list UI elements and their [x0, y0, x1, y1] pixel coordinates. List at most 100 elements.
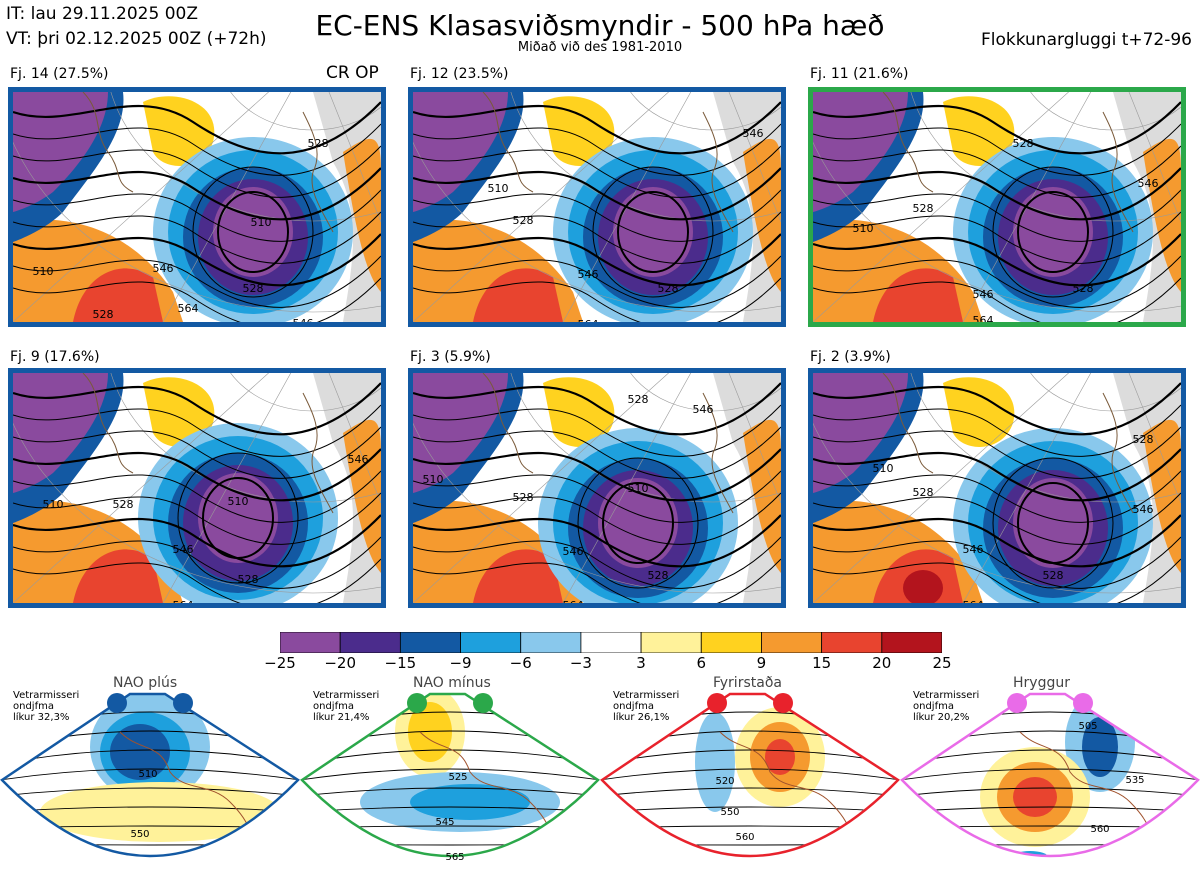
regime-diagram: 520 550 560	[600, 672, 900, 871]
cluster-map: 510 528 546 564 510 528 546 528	[408, 368, 786, 608]
height-contour	[813, 536, 1181, 589]
regime-title: Fyrirstaða	[713, 675, 782, 691]
coastline	[882, 373, 934, 474]
regime-contour	[902, 768, 1198, 781]
contour-label: 510	[628, 482, 649, 495]
height-contour	[13, 189, 381, 242]
contour-label: 510	[423, 473, 444, 486]
contour-label: 546	[153, 262, 174, 275]
regime-contour	[302, 806, 598, 813]
regime-contour	[602, 749, 898, 765]
coastline	[1102, 111, 1134, 233]
colorbar-tick: 25	[932, 654, 952, 672]
regime-info-line: ondjfma	[313, 701, 354, 712]
regime-info-line: Vetrarmisseri	[913, 690, 980, 701]
regime-info-line: ondjfma	[613, 701, 654, 712]
height-contour	[13, 558, 381, 603]
contour-label: 564	[963, 599, 984, 603]
height-contour	[413, 189, 781, 242]
coastline	[702, 392, 734, 514]
regime-info: Vetrarmisseri ondjfma líkur 26,1%	[613, 690, 679, 723]
graticule-circle	[630, 92, 781, 131]
low-contour	[217, 191, 289, 273]
height-contour	[13, 123, 381, 176]
regime-contour	[302, 749, 598, 765]
regime-contour-label: 545	[435, 817, 454, 828]
height-contour	[13, 536, 381, 589]
height-contour	[813, 514, 1181, 568]
contour-label: 510	[873, 462, 894, 475]
regime-info-line: ondjfma	[13, 701, 54, 712]
low-contour	[177, 452, 299, 584]
contour-label: 564	[178, 302, 199, 315]
coastline	[1102, 392, 1134, 514]
colorbar-tick: 20	[872, 654, 892, 672]
regime-anomaly	[765, 739, 795, 775]
graticule-meridian	[962, 373, 1092, 603]
regime-svg: 505 535 560	[900, 692, 1200, 858]
height-contour	[413, 536, 781, 589]
graticule-meridian	[413, 373, 670, 603]
colorbar-swatch	[881, 631, 943, 654]
regime-marker-right	[173, 693, 193, 713]
ridge-anomaly	[543, 377, 615, 447]
height-contour	[813, 123, 1181, 176]
colorbar-tick: 15	[812, 654, 832, 672]
contour-label: 546	[1138, 177, 1159, 190]
height-contour	[413, 233, 781, 287]
coastline	[702, 111, 734, 233]
graticule-meridian	[813, 92, 1070, 322]
regime-contour	[602, 787, 898, 797]
colorbar-tick: 9	[756, 654, 767, 672]
height-contour	[813, 233, 1181, 287]
page-title: EC-ENS Klasasviðsmyndir - 500 hPa hæð	[315, 9, 885, 42]
colorbar-tick: −25	[264, 654, 296, 672]
panel-label: Fj. 11 (21.6%)	[810, 66, 909, 82]
height-contour	[413, 277, 781, 322]
height-contour	[13, 470, 381, 523]
valid-time: VT: þri 02.12.2025 00Z (+72h)	[6, 29, 267, 49]
regime-contour	[602, 806, 898, 813]
panel-label: Fj. 12 (23.5%)	[410, 66, 509, 82]
regime-marker-left	[407, 693, 427, 713]
contour-label: 546	[963, 543, 984, 556]
colorbar	[279, 631, 943, 654]
regime-contour	[2, 768, 298, 781]
colorbar-tick: 6	[696, 654, 707, 672]
regime-contour-label: 525	[448, 772, 467, 783]
cluster-map-svg: 510 528 546 564 510 528 546 528	[413, 373, 781, 603]
height-contour	[413, 145, 781, 198]
contour-label: 546	[973, 288, 994, 301]
graticule-circle	[510, 373, 781, 503]
regime-info-line: Vetrarmisseri	[313, 690, 380, 701]
regime-info-line: líkur 26,1%	[613, 712, 670, 723]
regime-info: Vetrarmisseri ondjfma líkur 32,3%	[13, 690, 79, 723]
regime-contour	[302, 768, 598, 781]
graticule-circle	[910, 373, 1181, 503]
coastline	[82, 373, 134, 474]
panel-label: Fj. 3 (5.9%)	[410, 349, 491, 365]
colorbar-swatch	[399, 631, 461, 654]
colorbar-swatch	[520, 631, 582, 654]
low-contour	[992, 166, 1114, 298]
height-contour	[413, 558, 781, 603]
regime-title: NAO mínus	[413, 675, 491, 691]
contour-label: 510	[33, 265, 54, 278]
contour-label: 528	[1013, 137, 1034, 150]
regime-info-line: Vetrarmisseri	[13, 690, 80, 701]
regime-info-line: líkur 20,2%	[913, 712, 970, 723]
height-contour	[413, 470, 781, 523]
regime-title: Hryggur	[1013, 675, 1070, 691]
ridge-anomaly	[943, 96, 1015, 166]
height-contour	[413, 123, 781, 176]
contour-label: 546	[348, 453, 369, 466]
height-contour	[413, 101, 781, 155]
regime-contour	[2, 749, 298, 765]
height-contour	[13, 382, 381, 436]
regime-info-line: ondjfma	[913, 701, 954, 712]
height-contour	[13, 514, 381, 568]
regime-svg: 520 550 560	[600, 692, 900, 858]
height-contour	[813, 255, 1181, 308]
graticule-meridian	[13, 373, 270, 603]
graticule-circle	[413, 422, 781, 594]
